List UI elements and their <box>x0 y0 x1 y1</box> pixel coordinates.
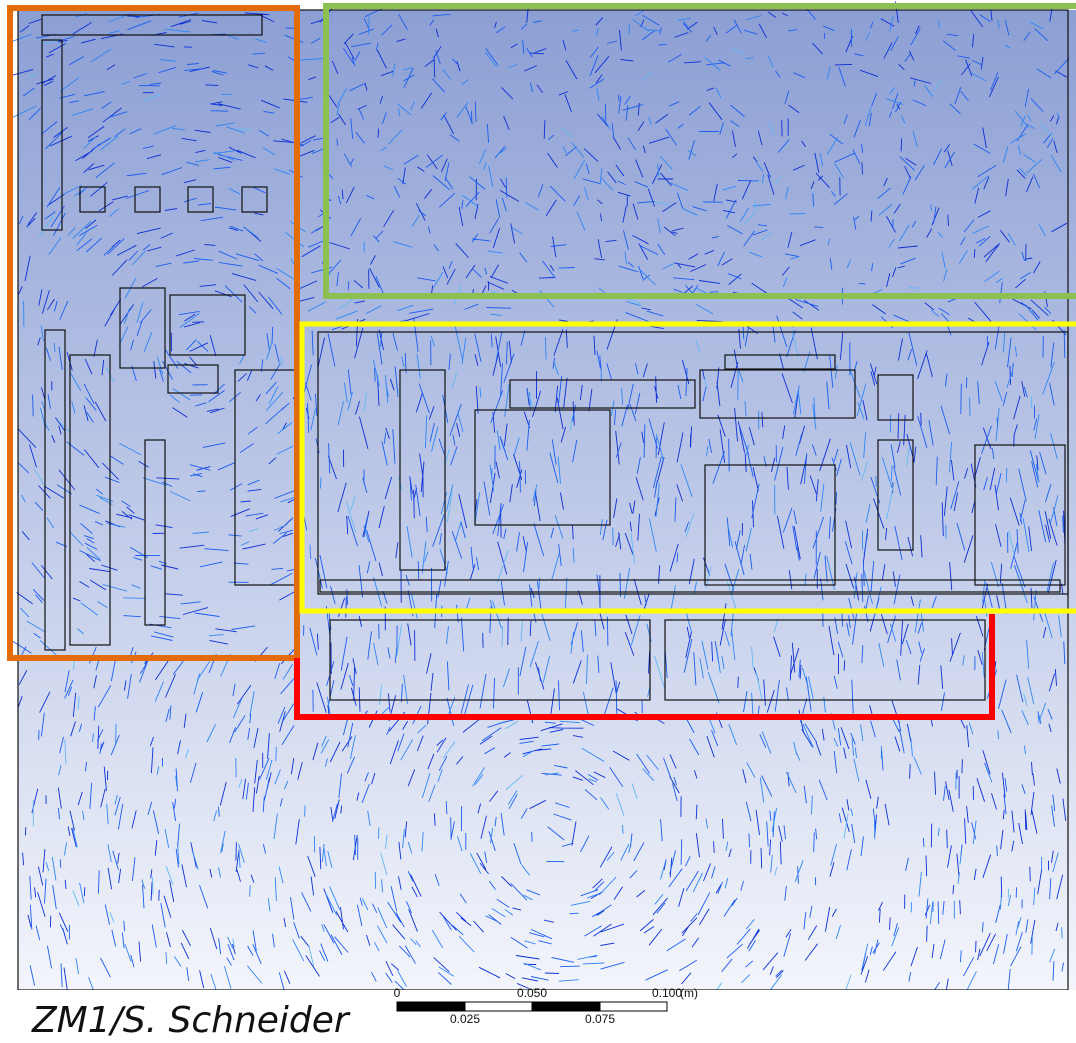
scale-segment <box>600 1002 667 1011</box>
scale-segment <box>532 1002 600 1011</box>
scale-segment <box>397 1002 465 1011</box>
scale-unit: (m) <box>680 986 698 1000</box>
figure-canvas: ZM1/S. Schneider 0 0.050 0.100 (m) 0.025… <box>0 0 1076 1043</box>
figure: ZM1/S. Schneider 0 0.050 0.100 (m) 0.025… <box>0 0 1076 1043</box>
scale-label: 0.025 <box>450 1012 480 1026</box>
scale-label: 0 <box>394 986 401 1000</box>
scale-label: 0.050 <box>517 986 547 1000</box>
domain-background <box>18 10 1076 990</box>
credit: ZM1/S. Schneider <box>31 1000 351 1041</box>
scale-label: 0.075 <box>585 1012 615 1026</box>
scale-segment <box>465 1002 532 1011</box>
scale-label: 0.100 <box>652 986 682 1000</box>
